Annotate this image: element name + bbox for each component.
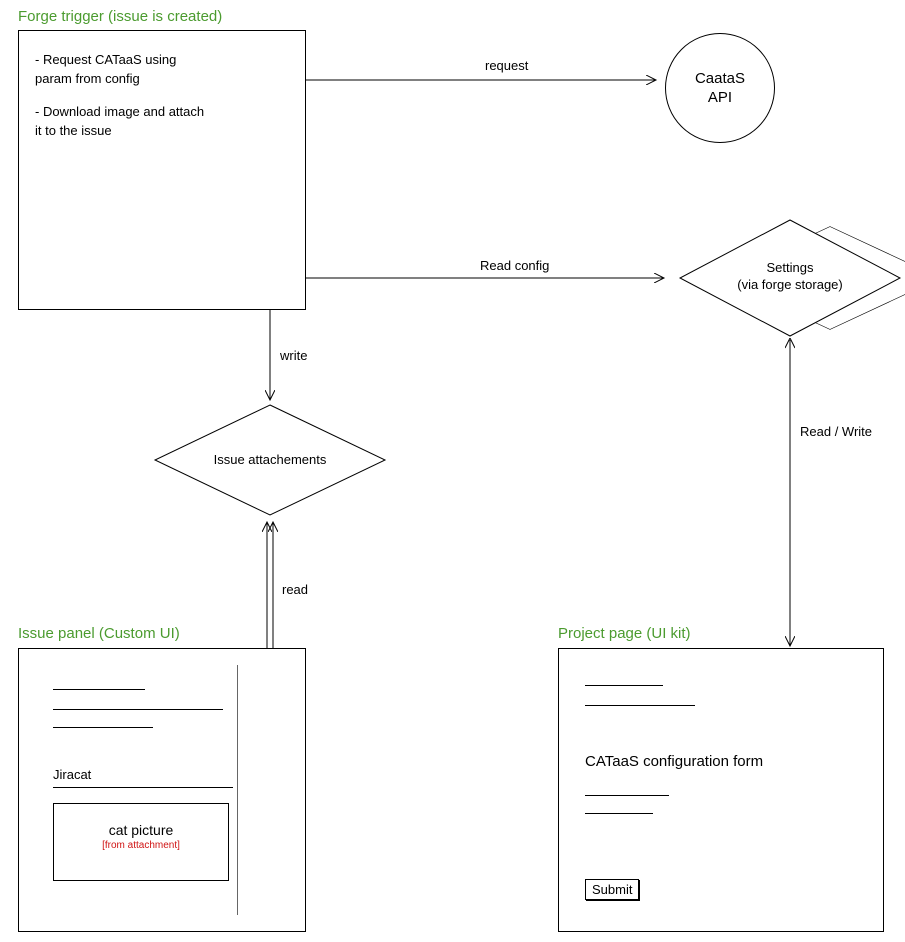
forge-trigger-title: Forge trigger (issue is created)	[18, 8, 222, 25]
caatas-api-node: CaataS API	[665, 33, 775, 143]
jiracat-label: Jiracat	[53, 767, 91, 782]
config-form-title: CATaaS configuration form	[585, 753, 763, 770]
forge-trigger-line2: param from config	[35, 70, 289, 89]
project-page-box: CATaaS configuration form Submit	[558, 648, 884, 932]
issue-panel-title: Issue panel (Custom UI)	[18, 625, 180, 642]
label-read: read	[282, 582, 308, 597]
forge-trigger-line1: - Request CATaaS using	[35, 51, 289, 70]
label-write: write	[280, 348, 307, 363]
forge-trigger-line4: it to the issue	[35, 122, 289, 141]
issue-attachments-label: Issue attachements	[155, 452, 385, 469]
settings-label: Settings (via forge storage)	[680, 260, 900, 294]
issue-panel-box: Jiracat cat picture [from attachment]	[18, 648, 306, 932]
caatas-label-1: CaataS	[695, 69, 745, 89]
project-page-title: Project page (UI kit)	[558, 625, 691, 642]
caatas-label-2: API	[695, 88, 745, 108]
label-read-config: Read config	[480, 258, 549, 273]
cat-picture-label: cat picture	[54, 822, 228, 838]
cat-picture-note: [from attachment]	[54, 840, 228, 851]
label-read-write: Read / Write	[800, 424, 872, 439]
label-request: request	[485, 58, 528, 73]
forge-trigger-line3: - Download image and attach	[35, 103, 289, 122]
cat-picture-box: cat picture [from attachment]	[53, 803, 229, 881]
submit-button[interactable]: Submit	[585, 879, 639, 900]
forge-trigger-box: - Request CATaaS using param from config…	[18, 30, 306, 310]
